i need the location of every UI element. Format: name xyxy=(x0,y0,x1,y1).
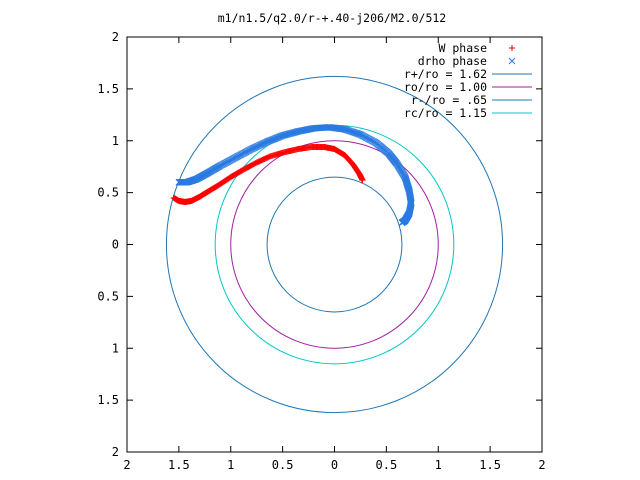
legend-label: drho phase xyxy=(418,54,487,68)
legend-label: W phase xyxy=(439,41,488,55)
circle-rro xyxy=(165,75,504,414)
axis-tick-labels: 2 1.5 1 0.5 0 0.5 1 1.5 221.510.500.511.52 xyxy=(97,30,545,472)
y-tick-label: 2 xyxy=(112,445,119,459)
y-tick-label: 2 xyxy=(112,30,119,44)
y-tick-label: 1 xyxy=(112,134,119,148)
y-tick-label: 0 xyxy=(112,238,119,252)
drho-phase-point xyxy=(398,219,406,227)
circle-rro xyxy=(266,176,403,313)
y-tick-label: 1.5 xyxy=(97,393,119,407)
x-tick-label: 1.5 xyxy=(168,458,190,472)
y-tick-label: 1.5 xyxy=(97,82,119,96)
phase-points xyxy=(170,123,415,227)
chart-title: m1/n1.5/q2.0/r-+.40-j206/M2.0/512 xyxy=(218,11,446,25)
x-tick-label: 0.5 xyxy=(376,458,398,472)
x-tick-label: 0 xyxy=(331,458,338,472)
legend-label: rc/ro = 1.15 xyxy=(404,106,487,120)
x-tick-label: 2 xyxy=(123,458,130,472)
legend-label: ro/ro = 1.00 xyxy=(404,80,487,94)
x-tick-label: 0.5 xyxy=(272,458,294,472)
x-tick-label: 1.5 xyxy=(479,458,501,472)
reference-circles xyxy=(165,75,504,414)
axis-ticks xyxy=(126,36,543,453)
w-phase-point xyxy=(359,177,366,184)
y-tick-label: 0.5 xyxy=(97,289,119,303)
x-tick-label: 1 xyxy=(435,458,442,472)
x-tick-label: 2 xyxy=(538,458,545,472)
y-tick-label: 1 xyxy=(112,341,119,355)
circle-rcro xyxy=(214,124,455,365)
y-tick-label: 0.5 xyxy=(97,186,119,200)
legend-label: r+/ro = 1.62 xyxy=(404,67,487,81)
legend-label: r-/ro = .65 xyxy=(411,93,487,107)
x-tick-label: 1 xyxy=(227,458,234,472)
drho-phase-point xyxy=(355,130,363,138)
legend-sample xyxy=(509,45,515,51)
circle-roro xyxy=(230,140,439,349)
legend-sample xyxy=(508,57,516,65)
